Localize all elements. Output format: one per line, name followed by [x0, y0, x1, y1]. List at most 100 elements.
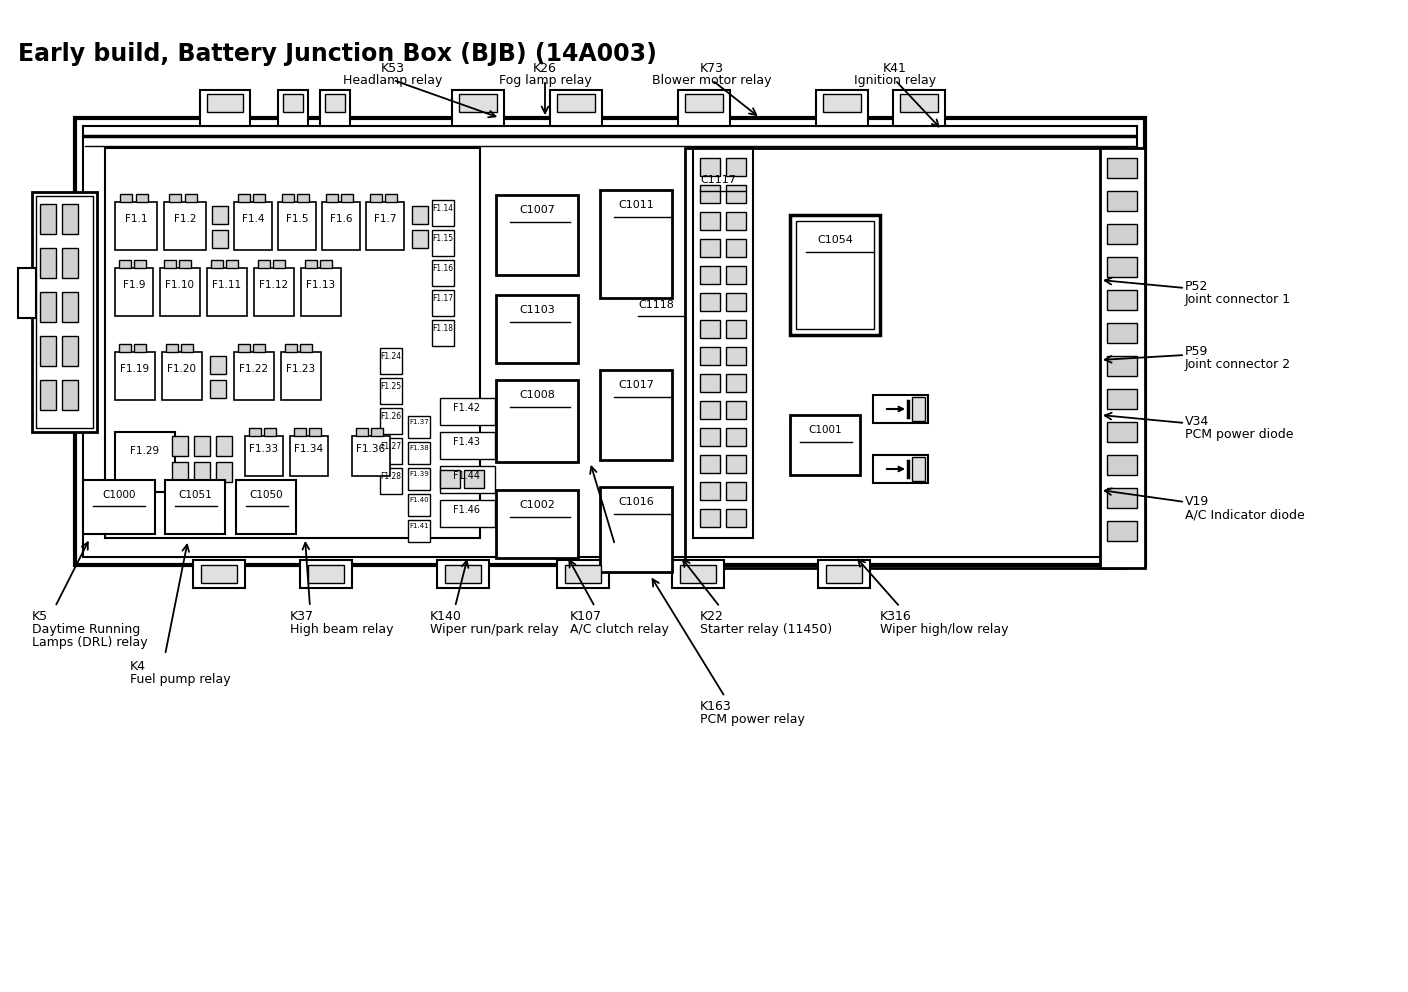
Text: F1.1: F1.1 — [125, 214, 148, 224]
Text: F1.7: F1.7 — [373, 214, 396, 224]
Text: F1.41: F1.41 — [410, 523, 429, 529]
Bar — [215, 436, 232, 456]
Bar — [366, 202, 404, 250]
Bar — [320, 260, 332, 268]
Text: C1008: C1008 — [520, 390, 555, 400]
Text: F1.23: F1.23 — [286, 364, 315, 374]
Bar — [134, 260, 146, 268]
Bar — [700, 239, 719, 257]
Bar — [727, 482, 746, 500]
Bar — [253, 194, 265, 202]
Text: F1.15: F1.15 — [432, 234, 453, 243]
Bar — [39, 380, 56, 410]
Bar — [165, 480, 225, 534]
Bar — [496, 380, 579, 462]
Bar — [341, 194, 353, 202]
Bar — [284, 344, 297, 352]
Bar — [727, 347, 746, 365]
Text: F1.16: F1.16 — [432, 264, 453, 273]
Bar — [727, 428, 746, 446]
Text: F1.6: F1.6 — [329, 214, 352, 224]
Bar — [213, 206, 228, 224]
Bar — [277, 90, 308, 126]
Text: Fuel pump relay: Fuel pump relay — [130, 673, 231, 686]
Bar — [207, 94, 244, 112]
Text: Early build, Battery Junction Box (BJB) (14A003): Early build, Battery Junction Box (BJB) … — [18, 42, 658, 66]
Text: K53: K53 — [382, 62, 406, 75]
Bar — [727, 455, 746, 473]
Bar — [439, 500, 496, 527]
Bar — [83, 480, 155, 534]
Bar — [265, 428, 276, 436]
Bar — [439, 470, 460, 488]
Bar — [39, 204, 56, 234]
Text: K107: K107 — [570, 610, 603, 623]
Bar — [1100, 148, 1145, 568]
Bar — [249, 428, 260, 436]
Bar — [327, 194, 338, 202]
Text: Ignition relay: Ignition relay — [853, 74, 936, 87]
Bar — [106, 148, 480, 538]
Bar — [558, 94, 596, 112]
Text: Lamps (DRL) relay: Lamps (DRL) relay — [32, 636, 148, 649]
Bar — [162, 352, 201, 400]
Bar — [700, 320, 719, 338]
Bar — [700, 185, 719, 203]
Bar — [790, 215, 880, 335]
Bar — [320, 90, 351, 126]
Bar — [465, 470, 484, 488]
Text: F1.40: F1.40 — [410, 497, 429, 503]
Bar — [325, 94, 345, 112]
Bar — [166, 344, 177, 352]
Bar — [1107, 521, 1138, 541]
Text: Starter relay (11450): Starter relay (11450) — [700, 623, 832, 636]
Bar — [163, 202, 206, 250]
Bar — [1107, 158, 1138, 178]
Bar — [62, 204, 77, 234]
Text: F1.20: F1.20 — [168, 364, 197, 374]
Text: F1.44: F1.44 — [453, 471, 480, 481]
Text: F1.9: F1.9 — [122, 280, 145, 290]
Bar — [700, 266, 719, 284]
Bar — [893, 90, 945, 126]
Bar — [306, 260, 317, 268]
Bar — [1107, 389, 1138, 409]
Bar — [700, 401, 719, 419]
Text: C1016: C1016 — [618, 497, 653, 507]
Bar — [700, 428, 719, 446]
Bar — [234, 352, 275, 400]
Bar — [380, 378, 403, 404]
Bar — [37, 196, 93, 428]
Text: K73: K73 — [700, 62, 724, 75]
Bar — [161, 268, 200, 316]
Bar — [873, 455, 928, 483]
Bar — [282, 194, 294, 202]
Text: K5: K5 — [32, 610, 48, 623]
Bar — [370, 428, 383, 436]
Text: F1.37: F1.37 — [410, 419, 429, 425]
Text: C1007: C1007 — [520, 205, 555, 215]
Text: K4: K4 — [130, 660, 146, 673]
Text: C1103: C1103 — [520, 305, 555, 315]
Text: F1.2: F1.2 — [173, 214, 196, 224]
Bar — [172, 436, 189, 456]
Bar — [39, 292, 56, 322]
Bar — [182, 344, 193, 352]
Bar — [179, 260, 191, 268]
Bar — [245, 436, 283, 476]
Bar — [432, 290, 453, 316]
Text: C1000: C1000 — [103, 490, 135, 500]
Bar — [258, 260, 270, 268]
Text: F1.13: F1.13 — [307, 280, 335, 290]
Bar — [700, 374, 719, 392]
Text: F1.10: F1.10 — [166, 280, 194, 290]
Text: K41: K41 — [883, 62, 907, 75]
Bar — [137, 194, 148, 202]
Bar — [213, 230, 228, 248]
Text: F1.43: F1.43 — [453, 437, 480, 447]
Bar — [115, 202, 158, 250]
Bar — [439, 466, 496, 493]
Bar — [408, 468, 429, 490]
Text: F1.4: F1.4 — [242, 214, 265, 224]
Bar — [445, 565, 482, 583]
